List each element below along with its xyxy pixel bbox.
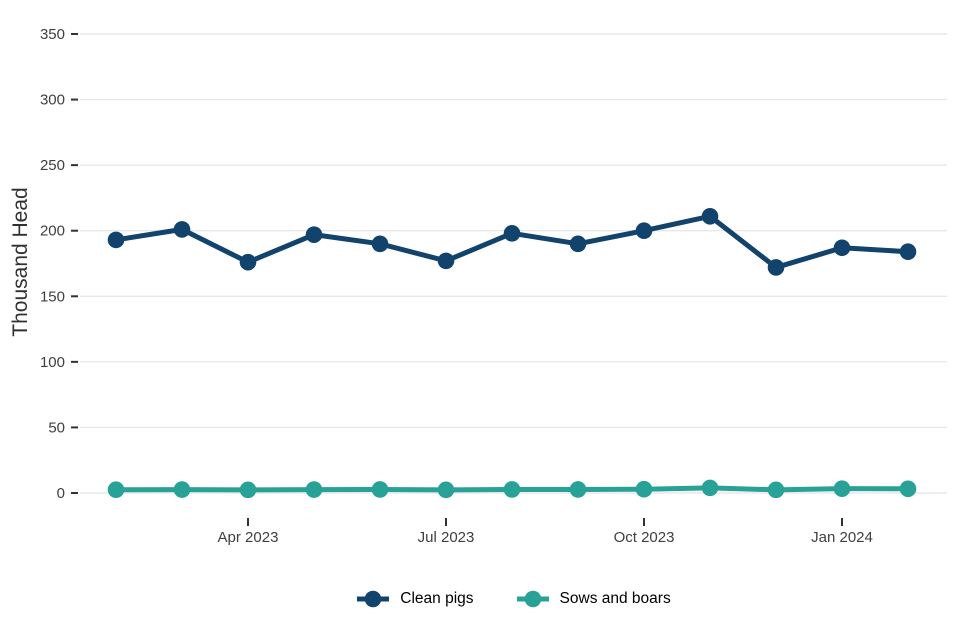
data-point-sows-and-boars xyxy=(833,480,851,497)
data-point-clean-pigs xyxy=(371,235,389,253)
legend-item-clean-pigs: Clean pigs xyxy=(356,589,474,609)
data-point-sows-and-boars xyxy=(635,480,653,498)
data-point-sows-and-boars xyxy=(371,481,389,498)
data-point-sows-and-boars xyxy=(767,481,785,499)
series-line-clean-pigs xyxy=(113,213,911,270)
y-tick-label: 100 xyxy=(40,354,65,371)
legend-item-sows-and-boars: Sows and boars xyxy=(516,589,671,609)
data-point-sows-and-boars xyxy=(107,481,125,499)
y-tick-label: 0 xyxy=(57,485,65,502)
data-point-clean-pigs xyxy=(437,252,455,270)
data-point-sows-and-boars xyxy=(569,481,587,498)
data-point-clean-pigs xyxy=(239,253,257,271)
data-point-clean-pigs xyxy=(899,243,917,260)
data-point-clean-pigs xyxy=(767,259,785,276)
y-axis-title: Thousand Head xyxy=(9,187,32,337)
legend: Clean pigs Sows and boars xyxy=(80,584,947,614)
y-tick-label: 150 xyxy=(40,288,65,305)
y-tick-label: 50 xyxy=(48,419,65,436)
data-point-sows-and-boars xyxy=(305,481,323,498)
legend-key-circle xyxy=(524,590,541,608)
data-point-clean-pigs xyxy=(503,225,521,242)
data-point-clean-pigs xyxy=(569,235,587,253)
data-point-clean-pigs xyxy=(107,231,125,249)
y-tick-label: 250 xyxy=(40,157,65,174)
data-point-sows-and-boars xyxy=(503,481,521,498)
x-tick-label: Apr 2023 xyxy=(218,529,279,546)
x-tick-label: Jan 2024 xyxy=(811,529,873,546)
data-point-clean-pigs xyxy=(173,221,191,238)
data-point-clean-pigs xyxy=(305,226,323,243)
data-point-clean-pigs xyxy=(833,239,851,257)
legend-label-sows-and-boars: Sows and boars xyxy=(559,590,671,607)
legend-key-circle xyxy=(364,590,382,608)
data-point-sows-and-boars xyxy=(437,481,455,499)
x-tick-label: Jul 2023 xyxy=(418,529,475,546)
y-tick-label: 350 xyxy=(40,26,65,43)
legend-label-clean-pigs: Clean pigs xyxy=(400,590,474,607)
x-tick-label: Oct 2023 xyxy=(614,529,675,546)
data-point-sows-and-boars xyxy=(239,481,257,499)
legend-key-clean-pigs-icon xyxy=(357,590,390,608)
data-point-sows-and-boars xyxy=(899,480,917,498)
legend-key-sows-and-boars-icon xyxy=(516,590,549,608)
data-point-sows-and-boars xyxy=(701,479,719,497)
data-point-clean-pigs xyxy=(635,222,653,240)
data-point-clean-pigs xyxy=(701,207,719,225)
y-tick-label: 200 xyxy=(40,223,65,240)
y-tick-label: 300 xyxy=(40,92,65,109)
data-point-sows-and-boars xyxy=(173,481,191,498)
